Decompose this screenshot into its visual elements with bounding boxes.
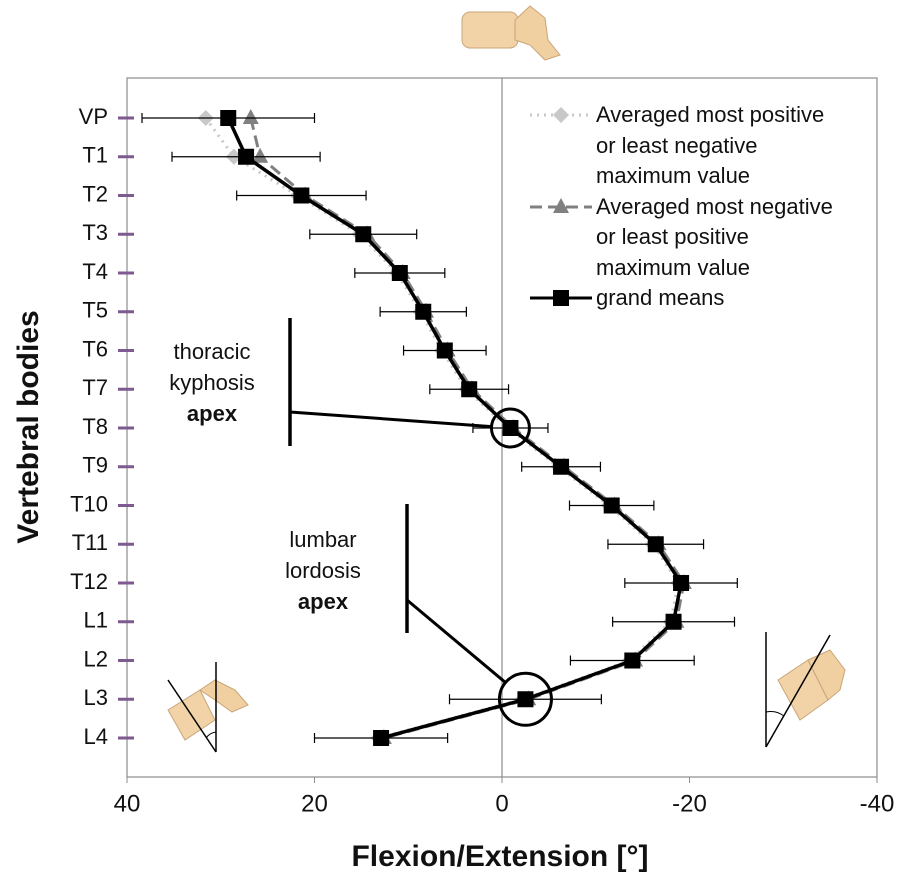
x-tick-label: 40 [114, 790, 141, 817]
y-tick-label: T4 [82, 259, 108, 284]
marker [436, 342, 453, 359]
annotation-leader [289, 410, 492, 429]
y-tick-label: T2 [82, 181, 108, 206]
marker [603, 497, 620, 514]
y-tick-label: L4 [84, 724, 108, 749]
y-tick-label: L3 [84, 685, 108, 710]
legend-entry: grand means [530, 283, 860, 314]
x-tick-label: 0 [495, 790, 508, 817]
marker [553, 458, 570, 475]
y-tick-label: T3 [82, 220, 108, 245]
marker [517, 691, 534, 708]
legend-entry: Averaged most negative or least positive… [530, 192, 860, 284]
marker [553, 290, 569, 306]
y-tick-label: L2 [84, 646, 108, 671]
marker [553, 197, 569, 213]
x-tick-label: -40 [860, 790, 895, 817]
annotation-circle [489, 407, 531, 449]
y-tick-label: T5 [82, 298, 108, 323]
x-tick-label: -20 [672, 790, 707, 817]
y-tick-label: T10 [70, 491, 108, 516]
marker [242, 109, 259, 124]
y-tick-label: L1 [84, 608, 108, 633]
legend-label: Averaged most negative or least positive… [596, 193, 833, 280]
y-tick-label: T6 [82, 336, 108, 361]
x-tick-label: 20 [301, 790, 328, 817]
marker [252, 147, 269, 163]
annotation-text: apex [298, 589, 349, 614]
y-tick-label: T8 [82, 414, 108, 439]
marker [624, 652, 641, 669]
y-tick-label: T1 [82, 143, 108, 168]
annotation-text: lumbar [289, 527, 356, 552]
annotation-text: kyphosis [169, 370, 255, 395]
marker [502, 420, 519, 436]
marker [665, 613, 682, 630]
marker [220, 110, 237, 126]
legend: Averaged most positive or least negative… [530, 100, 860, 314]
legend-swatch [530, 197, 592, 213]
marker [461, 381, 478, 398]
marker [647, 536, 664, 553]
y-tick-label: T9 [82, 453, 108, 478]
y-tick-label: T12 [70, 569, 108, 594]
x-axis-title: Flexion/Extension [°] [351, 840, 648, 873]
legend-swatch [530, 107, 592, 123]
legend-label: Averaged most positive or least negative… [596, 102, 825, 188]
vertebra-icon-top [461, 5, 561, 61]
marker [373, 730, 390, 746]
legend-label: grand means [596, 285, 725, 310]
annotation-text: apex [187, 401, 238, 426]
legend-swatch [530, 290, 592, 306]
marker [355, 226, 372, 243]
marker [293, 187, 310, 204]
annotation-text: lordosis [285, 558, 361, 583]
marker [238, 148, 255, 165]
y-tick-label: VP [79, 104, 108, 129]
vertebra-icon-left [167, 662, 249, 753]
annotation-leader [406, 598, 507, 684]
marker [391, 265, 408, 281]
legend-entry: Averaged most positive or least negative… [530, 100, 860, 192]
y-tick-label: T7 [82, 375, 108, 400]
annotation-circle [497, 671, 553, 727]
vertebra-icon-right [765, 632, 846, 748]
y-tick-label: T11 [72, 530, 108, 555]
y-axis-title: Vertebral bodies [12, 310, 45, 543]
marker [415, 303, 432, 320]
annotation-text: thoracic [173, 339, 250, 364]
marker [673, 575, 690, 591]
marker [553, 107, 569, 123]
